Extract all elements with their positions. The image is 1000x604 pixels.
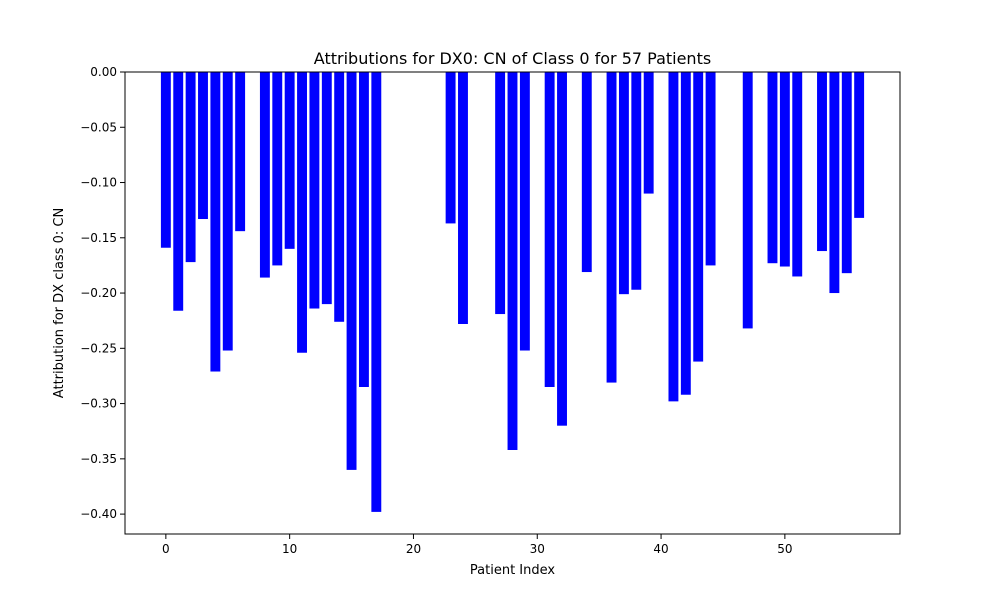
bar-patient-17 bbox=[371, 72, 382, 512]
bar-patient-3 bbox=[198, 72, 208, 219]
y-tick-label: −0.25 bbox=[80, 341, 117, 355]
bar-patient-13 bbox=[321, 72, 332, 305]
bar-patient-31 bbox=[544, 72, 555, 387]
bar-patient-15 bbox=[346, 72, 357, 470]
bar-patient-50 bbox=[779, 72, 790, 267]
bar-patient-42 bbox=[680, 72, 691, 395]
x-tick-label: 0 bbox=[162, 542, 170, 556]
bar-patient-34 bbox=[581, 72, 592, 273]
y-tick-label: −0.40 bbox=[80, 507, 117, 521]
bar-patient-23 bbox=[445, 72, 456, 224]
x-tick-label: 10 bbox=[282, 542, 297, 556]
bar-patient-56 bbox=[854, 72, 865, 218]
y-tick-label: 0.00 bbox=[90, 65, 117, 79]
bar-patient-9 bbox=[272, 72, 283, 266]
y-tick-label: −0.30 bbox=[80, 397, 117, 411]
bar-patient-32 bbox=[557, 72, 567, 426]
chart-title: Attributions for DX0: CN of Class 0 for … bbox=[314, 49, 711, 68]
bar-patient-1 bbox=[173, 72, 184, 311]
bar-patient-24 bbox=[458, 72, 468, 324]
plot-frame bbox=[124, 71, 901, 535]
bar-patient-39 bbox=[643, 72, 654, 194]
bar-patient-8 bbox=[259, 72, 270, 278]
bar-patient-51 bbox=[792, 72, 803, 277]
bar-patient-55 bbox=[841, 72, 852, 274]
bar-patient-54 bbox=[829, 72, 840, 294]
bar-patient-53 bbox=[817, 72, 827, 252]
bars-group bbox=[160, 72, 865, 512]
y-tick-label: −0.15 bbox=[80, 231, 117, 245]
x-axis-label: Patient Index bbox=[470, 563, 555, 578]
bar-patient-27 bbox=[495, 72, 506, 315]
bar-patient-6 bbox=[235, 72, 246, 232]
y-tick-label: −0.05 bbox=[80, 120, 117, 134]
bar-patient-44 bbox=[705, 72, 716, 266]
x-tick-label: 40 bbox=[653, 542, 668, 556]
y-tick-label: −0.20 bbox=[80, 286, 117, 300]
bar-patient-28 bbox=[507, 72, 518, 450]
x-tick-label: 30 bbox=[530, 542, 545, 556]
y-axis-ticks: 0.00 −0.05 −0.10 −0.15 −0.20 −0.25 −0.30 −0.35 −… bbox=[80, 65, 125, 521]
x-tick-label: 50 bbox=[777, 542, 792, 556]
bar-patient-36 bbox=[606, 72, 617, 383]
bar-patient-47 bbox=[742, 72, 753, 329]
bar-patient-41 bbox=[668, 72, 679, 402]
y-axis-label: Attribution for DX class 0: CN bbox=[52, 208, 67, 398]
bar-patient-14 bbox=[334, 72, 345, 322]
bar-patient-16 bbox=[358, 72, 369, 387]
bar-patient-11 bbox=[297, 72, 307, 353]
x-axis-ticks: 0 10 20 30 40 50 bbox=[162, 534, 793, 556]
bar-patient-4 bbox=[210, 72, 221, 372]
bar-patient-29 bbox=[519, 72, 530, 351]
bar-patient-0 bbox=[160, 72, 171, 248]
bar-patient-12 bbox=[309, 72, 320, 309]
bar-patient-38 bbox=[631, 72, 642, 290]
x-tick-label: 20 bbox=[406, 542, 421, 556]
y-tick-label: −0.10 bbox=[80, 176, 117, 190]
bar-patient-5 bbox=[222, 72, 233, 351]
bar-patient-43 bbox=[693, 72, 704, 362]
bar-patient-37 bbox=[618, 72, 629, 295]
bar-patient-2 bbox=[185, 72, 196, 263]
bar-patient-49 bbox=[767, 72, 778, 264]
bar-patient-10 bbox=[284, 72, 295, 249]
y-tick-label: −0.35 bbox=[80, 452, 117, 466]
